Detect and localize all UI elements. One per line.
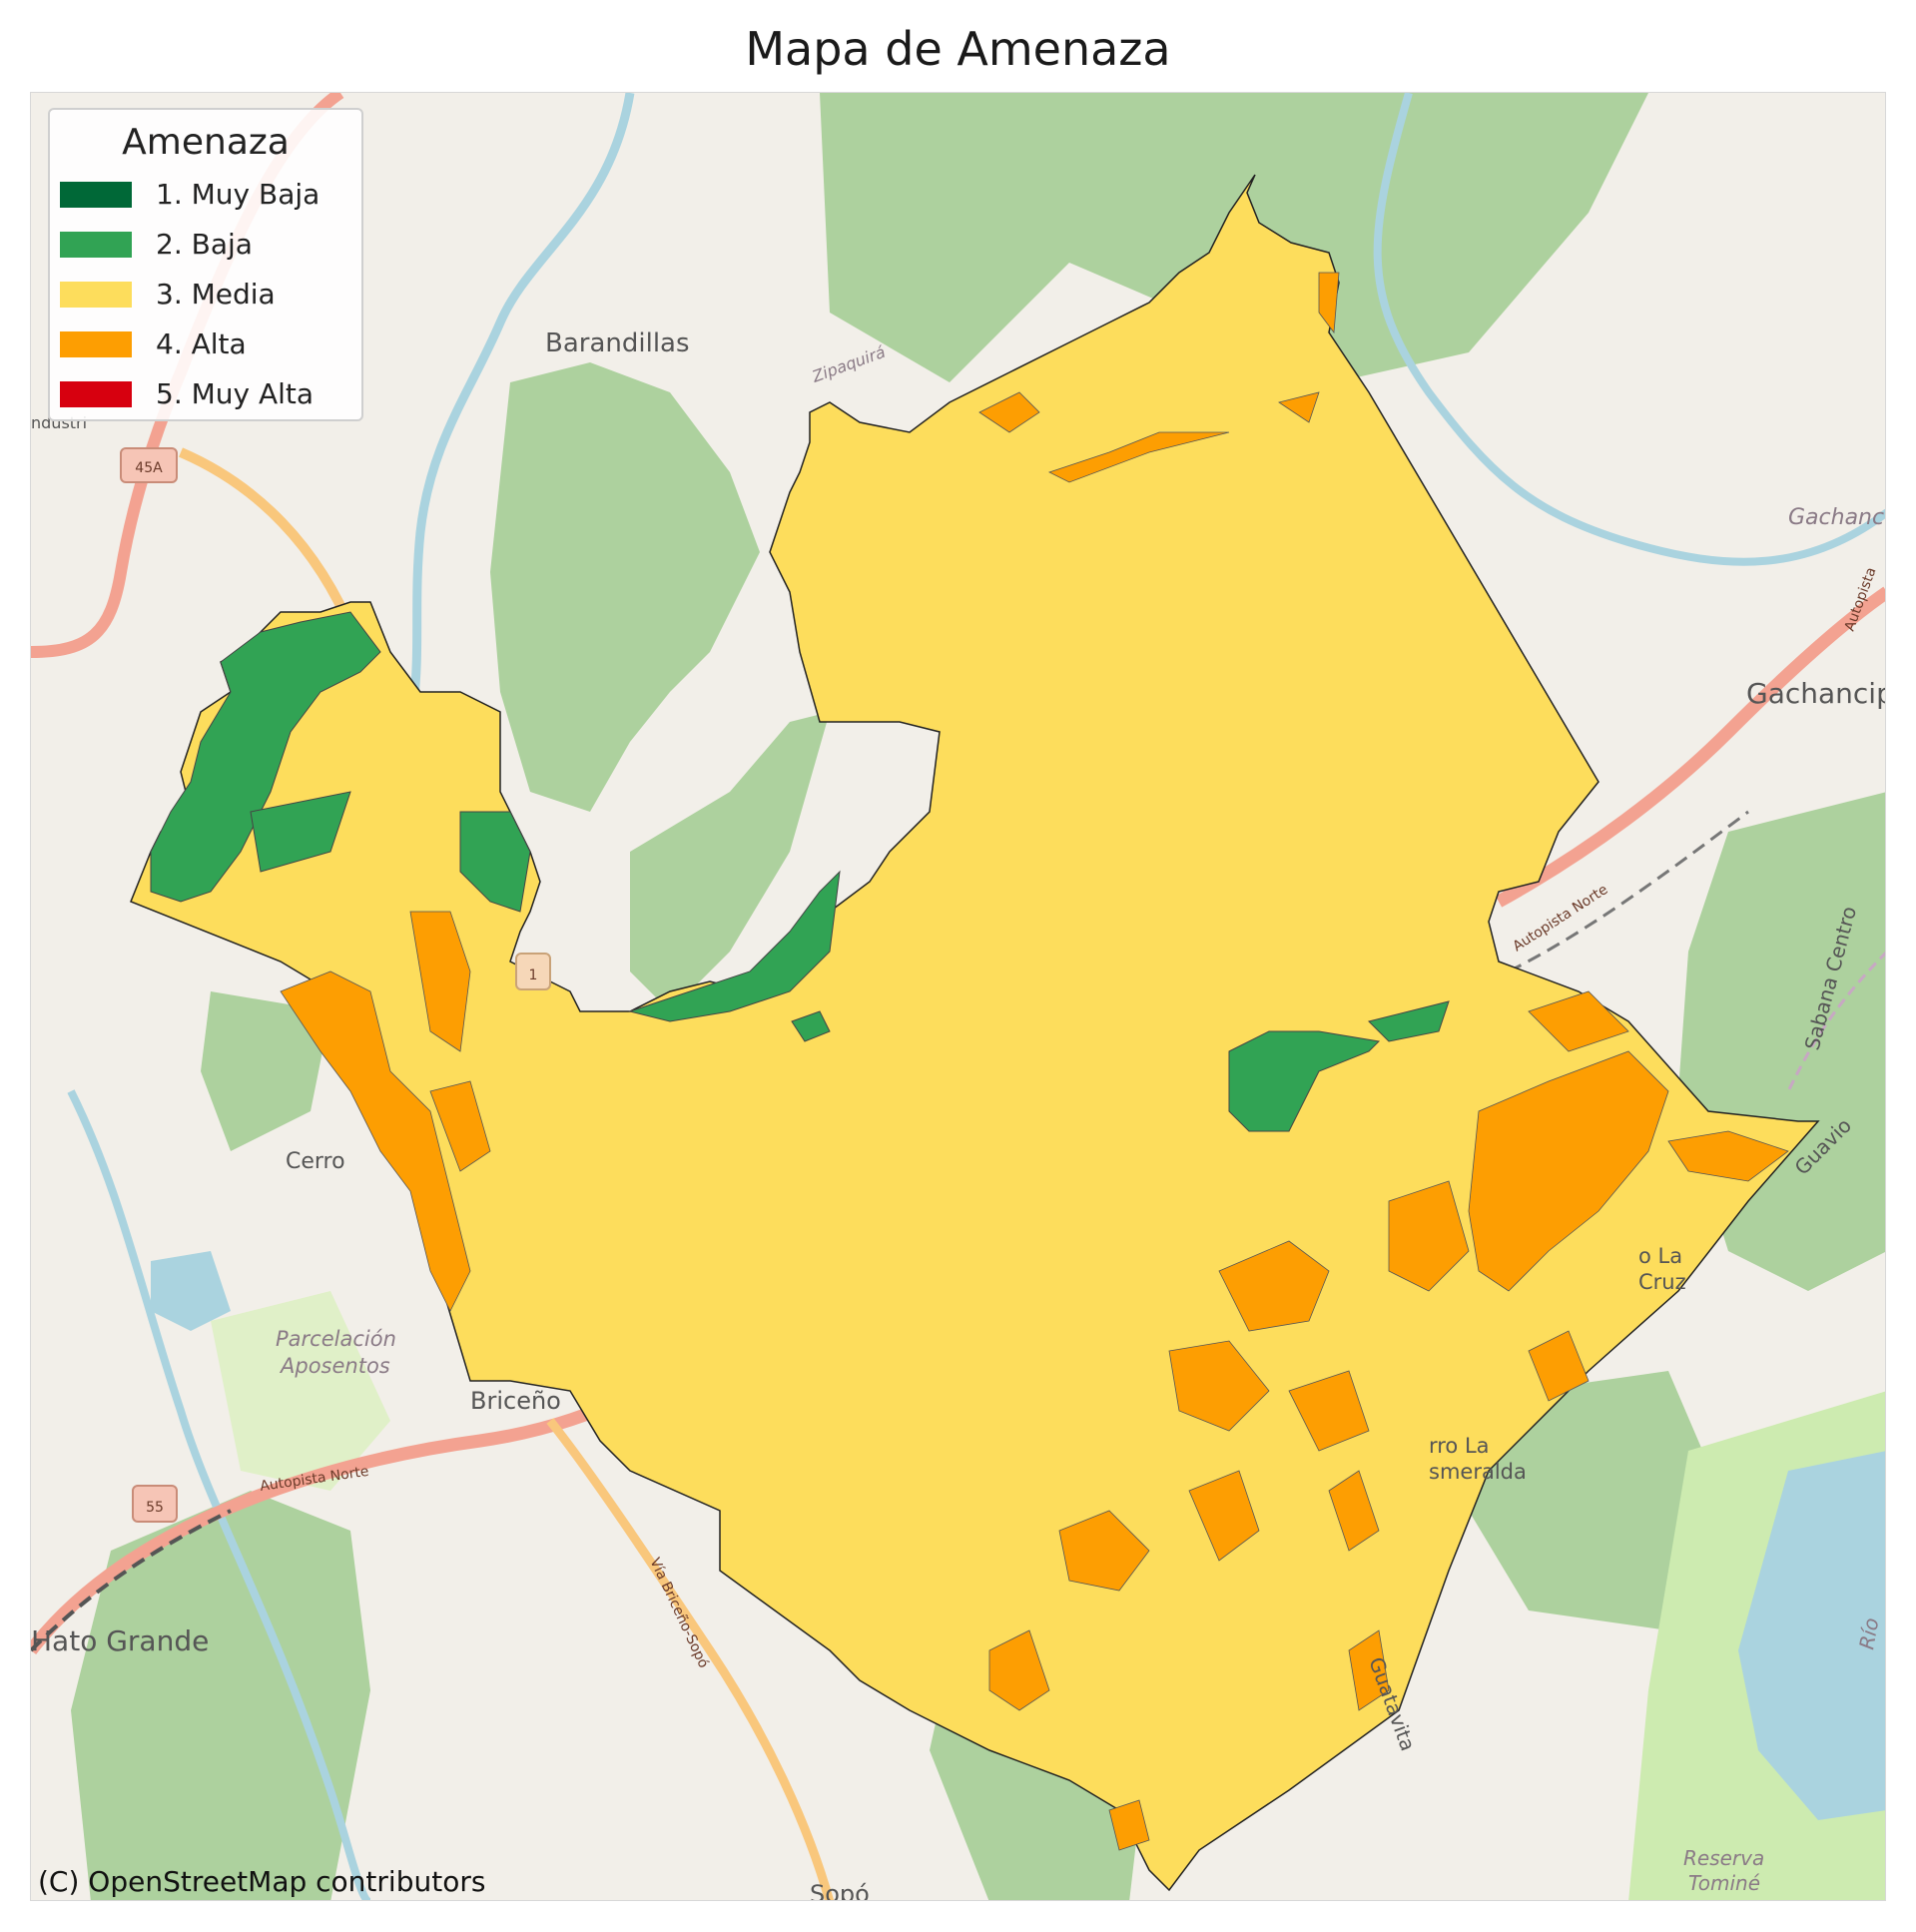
amenaza-alta-zone[interactable]: [429, 1080, 491, 1172]
amenaza-alta-zone[interactable]: [280, 970, 471, 1312]
park-area: [211, 1291, 390, 1491]
boundary-line: [1786, 951, 1885, 1092]
motorway: [1495, 586, 1885, 908]
legend-swatch-alta: [60, 331, 132, 357]
forest-area: [71, 1491, 370, 1900]
river: [385, 93, 635, 794]
amenaza-alta-zone[interactable]: [1168, 1340, 1270, 1432]
amenaza-alta-zone[interactable]: [1528, 990, 1629, 1052]
amenaza-baja-zone[interactable]: [1368, 1000, 1450, 1042]
lake: [1738, 1451, 1885, 1820]
amenaza-media-zone[interactable]: [130, 174, 1820, 1892]
legend-label-muy-baja: 1. Muy Baja: [156, 178, 320, 211]
legend-title: Amenaza: [122, 122, 290, 163]
amenaza-alta-zone[interactable]: [1218, 1240, 1330, 1332]
amenaza-alta-zone[interactable]: [1047, 431, 1230, 483]
map-attribution: (C) OpenStreetMap contributors: [38, 1865, 486, 1898]
amenaza-baja-zone[interactable]: [1228, 1030, 1381, 1132]
place-label-hato-grande: Hato Grande: [31, 1624, 209, 1657]
amenaza-alta-zone[interactable]: [1058, 1510, 1150, 1592]
place-label-gachancipa: Gachancip: [1746, 677, 1886, 710]
amenaza-alta-zone[interactable]: [1288, 1370, 1370, 1452]
road-shield-1-label: 1: [529, 967, 538, 983]
road-shield-55-label: 55: [146, 1500, 164, 1516]
amenaza-alta-zone[interactable]: [1388, 1180, 1470, 1292]
amenaza-baja-zone[interactable]: [628, 870, 841, 1022]
legend-label-alta: 4. Alta: [156, 327, 247, 360]
road-shield-45a: [120, 447, 178, 483]
place-label-barandillas: Barandillas: [545, 328, 690, 358]
amenaza-alta-zone[interactable]: [1108, 1799, 1150, 1851]
secondary-road: [546, 1418, 835, 1900]
amenaza-alta-zone[interactable]: [978, 391, 1040, 433]
place-label-gachancipa-area: Gachanc: [1788, 505, 1884, 530]
place-label-la-cruz: Cruz: [1638, 1270, 1686, 1294]
place-label-aposentos: Aposentos: [279, 1354, 390, 1378]
place-label-sopo: Sopó: [810, 1880, 870, 1901]
river: [1373, 93, 1885, 566]
forest-area: [630, 712, 830, 1011]
legend-swatch-media: [60, 282, 132, 308]
legend-swatch-baja: [60, 232, 132, 258]
river-label-rio: Río: [1854, 1615, 1883, 1650]
amenaza-alta-zone[interactable]: [1528, 1330, 1590, 1402]
legend-label-media: 3. Media: [156, 278, 276, 311]
amenaza-baja-zone[interactable]: [459, 811, 531, 913]
amenaza-alta-zone[interactable]: [1318, 272, 1340, 334]
road-shield-45a-label: 45A: [135, 460, 163, 476]
amenaza-alta-zone[interactable]: [1348, 1629, 1390, 1711]
legend-swatch-muy-alta: [60, 381, 132, 407]
place-label-la-esmeralda: rro La: [1429, 1434, 1490, 1458]
map-canvas[interactable]: Barandillas Gachancip Gachanc Cerro Parc…: [30, 92, 1886, 1901]
amenaza-alta-zone[interactable]: [1468, 1050, 1669, 1292]
amenaza-baja-zone[interactable]: [150, 611, 381, 903]
railway: [31, 1509, 232, 1652]
amenaza-alta-zone[interactable]: [409, 911, 471, 1052]
place-label-la-esmeralda: smeralda: [1429, 1460, 1527, 1484]
railway: [1508, 810, 1749, 973]
map-svg[interactable]: Barandillas Gachancip Gachanc Cerro Parc…: [31, 93, 1886, 1901]
place-label-tomine: Tominé: [1688, 1871, 1760, 1895]
forest-area: [201, 991, 330, 1151]
amenaza-alta-zone[interactable]: [988, 1629, 1050, 1711]
amenaza-alta-zone[interactable]: [1278, 391, 1320, 423]
place-label-la-cruz: o La: [1638, 1244, 1682, 1268]
place-label-briceno: Briceño: [470, 1387, 561, 1415]
amenaza-baja-zone[interactable]: [250, 791, 351, 873]
map-title: Mapa de Amenaza: [745, 22, 1171, 76]
place-label-reserva: Reserva: [1683, 1846, 1764, 1870]
amenaza-alta-zone[interactable]: [1667, 1130, 1789, 1182]
legend-label-muy-alta: 5. Muy Alta: [156, 377, 315, 410]
legend-swatch-muy-baja: [60, 182, 132, 208]
road-shield-55: [132, 1485, 178, 1523]
forest-area: [1469, 1371, 1728, 1630]
amenaza-baja-zone[interactable]: [791, 1010, 831, 1042]
legend: Amenaza 1. Muy Baja 2. Baja 3. Media 4. …: [48, 108, 363, 421]
forest-area: [490, 362, 760, 812]
lake: [151, 1251, 231, 1331]
amenaza-alta-zone[interactable]: [1188, 1470, 1260, 1562]
road-shield-1: [515, 953, 551, 990]
amenaza-alta-zone[interactable]: [1328, 1470, 1380, 1552]
place-label-parcelacion: Parcelación: [276, 1327, 396, 1351]
place-label-cerro: Cerro: [286, 1149, 345, 1174]
legend-label-baja: 2. Baja: [156, 228, 253, 261]
